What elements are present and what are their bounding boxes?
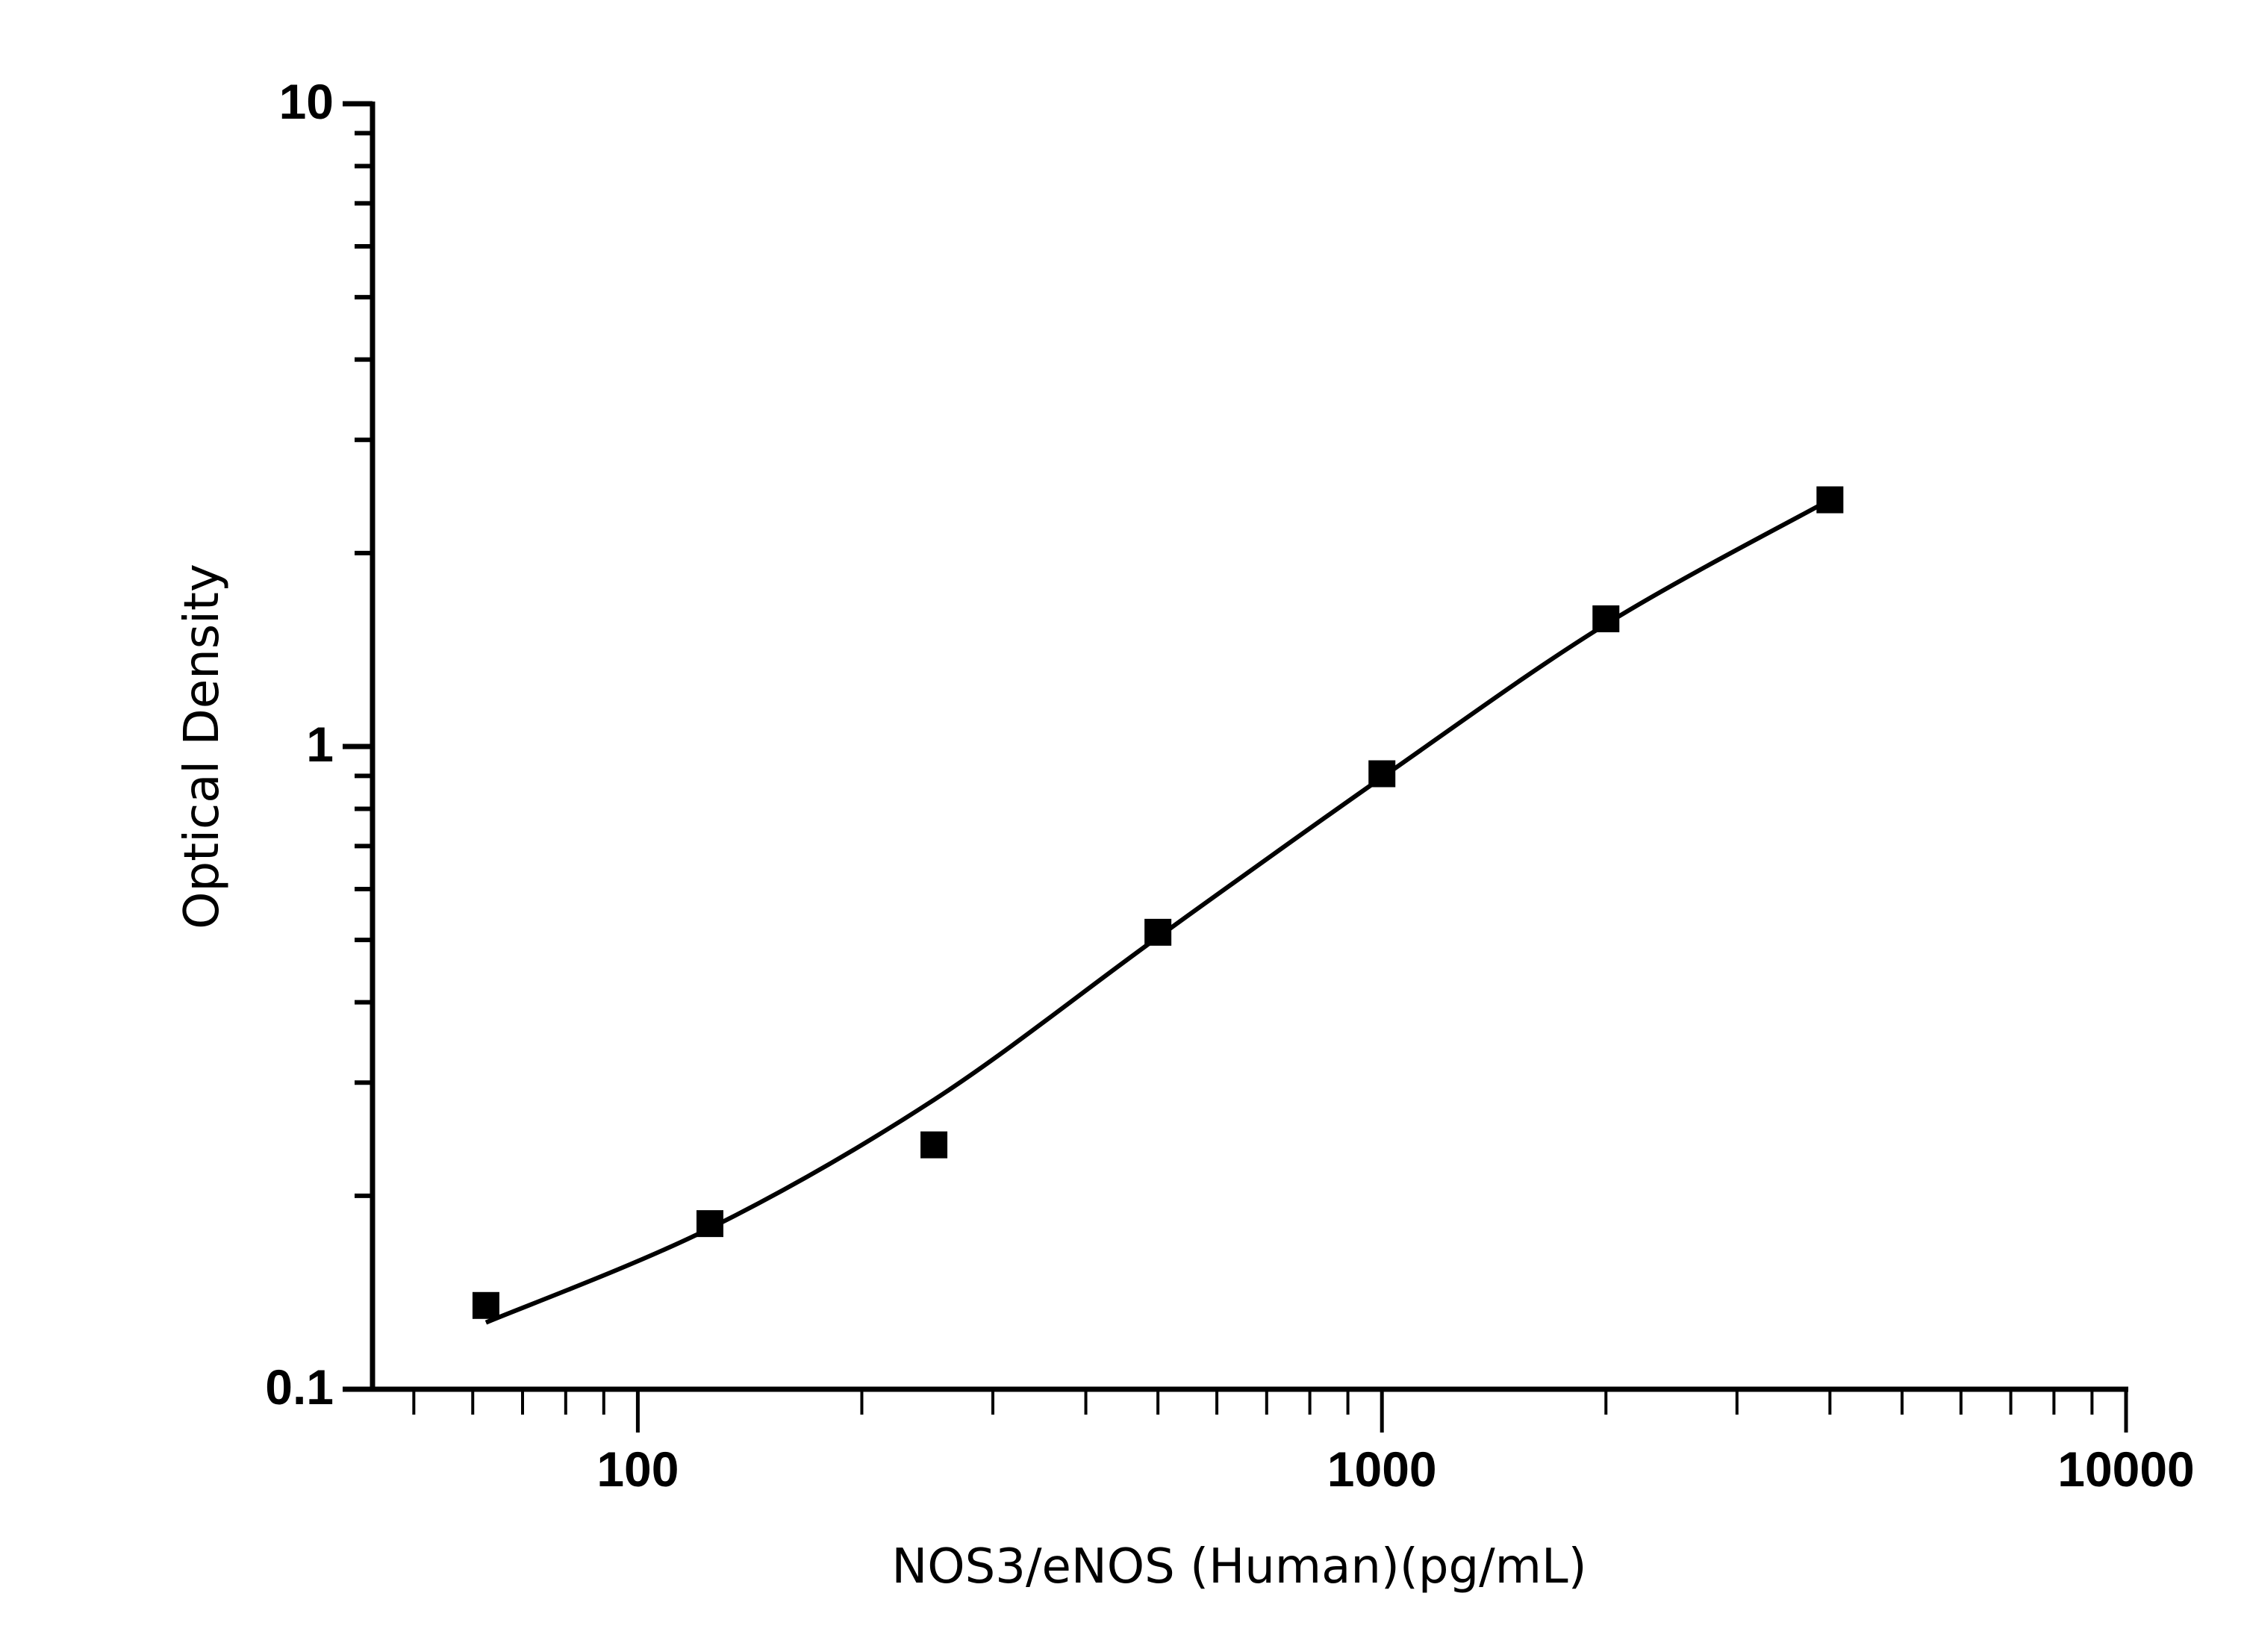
data-point <box>1368 760 1396 788</box>
x-axis-label: NOS3/eNOS (Human)(pg/mL) <box>891 1539 1586 1595</box>
y-tick-label: 0.1 <box>265 1359 334 1415</box>
axes: 100 1000 10000 0.1 1 10 <box>265 74 2195 1497</box>
fit-curve <box>484 497 1831 1325</box>
x-tick-label: 100 <box>596 1441 679 1497</box>
y-tick-label: 1 <box>306 717 334 772</box>
data-point <box>920 1131 948 1159</box>
data-point <box>472 1291 499 1319</box>
data-points <box>472 486 1844 1319</box>
x-tick-label: 1000 <box>1327 1441 1437 1497</box>
data-point <box>1592 605 1620 632</box>
y-axis-label: Optical Density <box>175 564 230 929</box>
data-point <box>1144 918 1172 946</box>
data-point <box>1816 486 1844 514</box>
x-tick-label: 10000 <box>2057 1441 2195 1497</box>
data-point <box>696 1210 724 1238</box>
y-tick-label: 10 <box>279 74 334 129</box>
